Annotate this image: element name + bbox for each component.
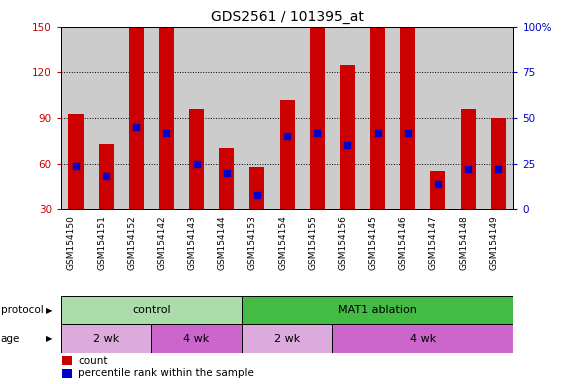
Text: MAT1 ablation: MAT1 ablation — [338, 305, 417, 315]
Bar — [61, 324, 151, 353]
Text: ▶: ▶ — [46, 334, 53, 343]
Text: GSM154152: GSM154152 — [127, 215, 136, 270]
Bar — [332, 324, 513, 353]
Bar — [99, 144, 114, 209]
Point — [102, 174, 111, 180]
Bar — [370, 7, 385, 209]
Text: percentile rank within the sample: percentile rank within the sample — [78, 368, 254, 379]
Bar — [491, 118, 506, 209]
Bar — [242, 324, 332, 353]
Text: GSM154148: GSM154148 — [459, 215, 468, 270]
Text: GSM154156: GSM154156 — [338, 215, 347, 270]
Text: GSM154149: GSM154149 — [489, 215, 498, 270]
Text: GSM154146: GSM154146 — [398, 215, 408, 270]
Point — [403, 130, 412, 136]
Text: GSM154143: GSM154143 — [187, 215, 197, 270]
Bar — [62, 356, 72, 366]
Text: GSM154145: GSM154145 — [368, 215, 378, 270]
Bar — [310, 3, 325, 209]
Point — [71, 162, 81, 169]
Text: ▶: ▶ — [46, 306, 53, 314]
Bar — [189, 109, 204, 209]
Point — [373, 130, 382, 136]
Bar — [430, 171, 445, 209]
Text: 4 wk: 4 wk — [183, 334, 210, 344]
Text: GSM154155: GSM154155 — [308, 215, 317, 270]
Text: GSM154154: GSM154154 — [278, 215, 287, 270]
Point — [463, 166, 473, 172]
Bar — [461, 109, 476, 209]
Point — [162, 130, 171, 136]
Text: GSM154147: GSM154147 — [429, 215, 438, 270]
Text: GSM154151: GSM154151 — [97, 215, 106, 270]
Text: count: count — [78, 356, 108, 366]
Point — [282, 133, 292, 139]
Bar — [68, 114, 84, 209]
Text: GSM154142: GSM154142 — [157, 215, 166, 270]
Bar — [400, 4, 415, 209]
Bar — [61, 296, 242, 324]
Text: GSM154153: GSM154153 — [248, 215, 257, 270]
Point — [252, 192, 262, 198]
Bar — [159, 16, 174, 209]
Bar — [151, 324, 242, 353]
Text: 2 wk: 2 wk — [93, 334, 119, 344]
Text: 4 wk: 4 wk — [409, 334, 436, 344]
Bar — [62, 369, 72, 378]
Bar — [280, 100, 295, 209]
Bar — [242, 296, 513, 324]
Point — [222, 170, 231, 176]
Bar — [249, 167, 264, 209]
Point — [313, 130, 322, 136]
Bar — [219, 149, 234, 209]
Text: control: control — [132, 305, 171, 315]
Point — [343, 142, 352, 149]
Point — [433, 181, 443, 187]
Text: GSM154150: GSM154150 — [67, 215, 76, 270]
Text: age: age — [1, 334, 20, 344]
Bar — [340, 65, 355, 209]
Bar — [129, 3, 144, 209]
Point — [132, 124, 141, 130]
Text: 2 wk: 2 wk — [274, 334, 300, 344]
Text: GSM154144: GSM154144 — [218, 215, 227, 270]
Point — [192, 161, 201, 167]
Text: protocol: protocol — [1, 305, 43, 315]
Point — [494, 166, 503, 172]
Title: GDS2561 / 101395_at: GDS2561 / 101395_at — [211, 10, 364, 25]
